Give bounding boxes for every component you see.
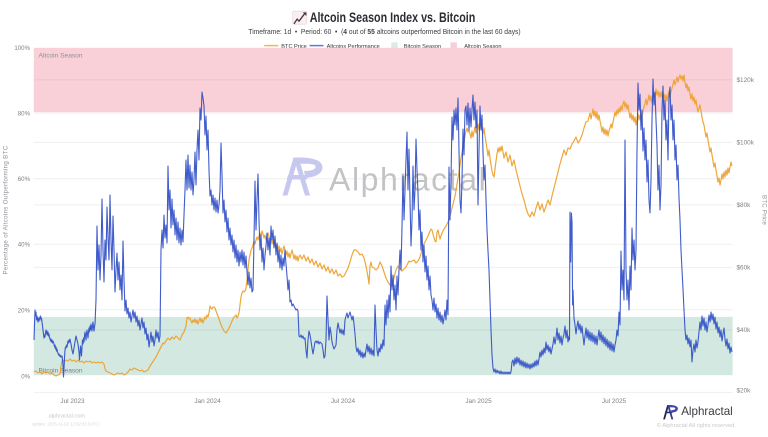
svg-text:$80k: $80k <box>737 202 752 209</box>
svg-text:$40k: $40k <box>737 327 752 334</box>
svg-text:40%: 40% <box>18 241 31 248</box>
svg-text:BTC Price: BTC Price <box>761 195 768 225</box>
svg-text:© Alphractal All rights reserv: © Alphractal All rights reserved. <box>657 422 737 429</box>
svg-text:Jan 2024: Jan 2024 <box>194 398 221 405</box>
svg-text:Altcoin Season: Altcoin Season <box>464 44 501 50</box>
svg-text:Percentage of Altcoins Outperf: Percentage of Altcoins Outperforming BTC <box>3 145 10 274</box>
svg-text:Timeframe: 1d • Period: 60: Timeframe: 1d • Period: 60 • (4 out of 5… <box>248 27 520 35</box>
svg-text:60%: 60% <box>18 176 31 183</box>
svg-text:Jul 2024: Jul 2024 <box>331 398 356 405</box>
svg-text:Jul 2025: Jul 2025 <box>602 398 627 405</box>
svg-text:Alphractal: Alphractal <box>681 405 733 418</box>
svg-text:Jul 2023: Jul 2023 <box>60 398 85 405</box>
svg-text:Bitcoin Season: Bitcoin Season <box>404 44 441 50</box>
svg-text:$100k: $100k <box>737 140 755 147</box>
svg-text:$120k: $120k <box>737 77 755 84</box>
svg-text:alphractal.com: alphractal.com <box>49 414 86 420</box>
svg-text:100%: 100% <box>14 45 30 52</box>
svg-text:$20k: $20k <box>737 388 752 395</box>
svg-text:Altcoin Season Index vs. Bitco: Altcoin Season Index vs. Bitcoin <box>310 9 476 25</box>
svg-text:Altcoin Season: Altcoin Season <box>39 53 83 60</box>
svg-text:Altcoins Performance: Altcoins Performance <box>327 44 380 50</box>
svg-text:Jan 2025: Jan 2025 <box>465 398 492 405</box>
svg-text:update: 2025-11-02 12:02:33 (U: update: 2025-11-02 12:02:33 (UTC) <box>32 421 101 426</box>
svg-text:20%: 20% <box>18 308 31 315</box>
svg-text:$60k: $60k <box>737 265 752 272</box>
svg-text:BTC Price: BTC Price <box>281 44 307 50</box>
svg-text:80%: 80% <box>18 110 31 117</box>
svg-text:0%: 0% <box>21 373 30 380</box>
